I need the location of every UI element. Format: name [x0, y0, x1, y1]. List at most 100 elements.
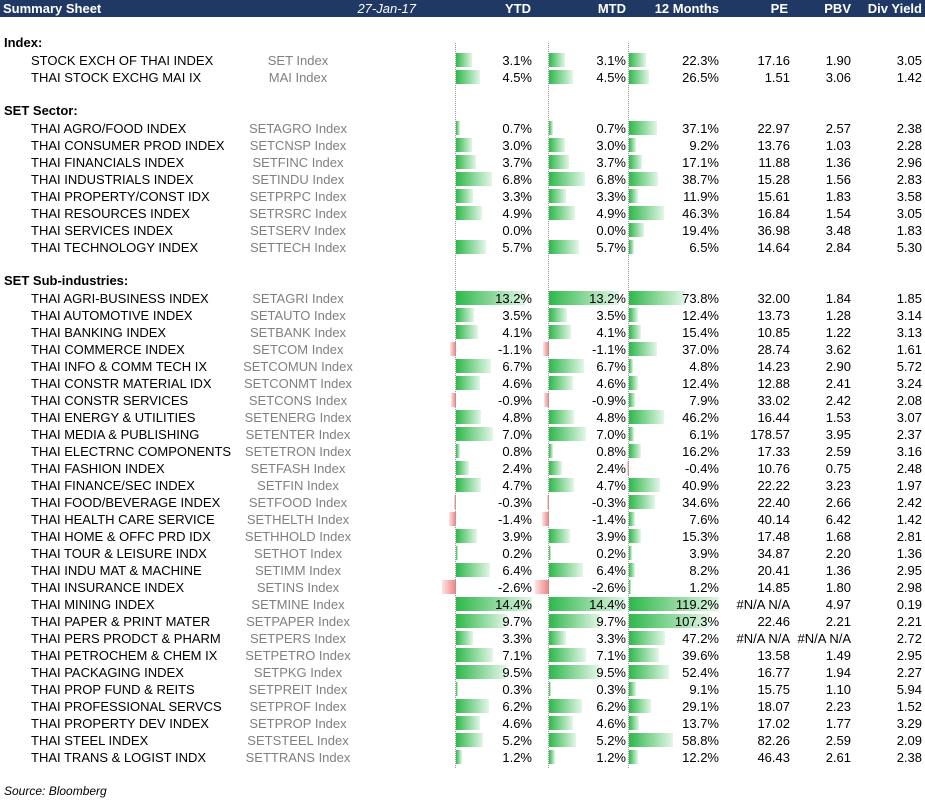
- mtd-bar: [549, 750, 555, 764]
- mtd-value: 0.7%: [596, 121, 626, 136]
- index-ticker: SETENERG Index: [244, 410, 352, 425]
- m12-bar: [629, 172, 658, 186]
- index-name: THAI RESOURCES INDEX: [31, 206, 190, 221]
- ytd-value: 5.2%: [502, 733, 532, 748]
- m12-bar: [629, 512, 635, 526]
- pbv-value: 2.84: [825, 240, 851, 255]
- pe-value: 34.87: [757, 546, 790, 561]
- mtd-bar: [549, 631, 566, 645]
- mtd-value: 9.5%: [596, 665, 626, 680]
- ytd-bar: [456, 325, 478, 339]
- pe-value: 10.85: [757, 325, 790, 340]
- pbv-value: 1.77: [825, 716, 851, 731]
- pbv-value: 1.68: [825, 529, 851, 544]
- ytd-value: 6.2%: [502, 699, 532, 714]
- m12-bar: [629, 240, 634, 254]
- twelve-month-value: 13.7%: [682, 716, 719, 731]
- div-yield-value: 2.38: [896, 750, 922, 765]
- mtd-value: 4.6%: [596, 716, 626, 731]
- mtd-value: 13.2%: [589, 291, 626, 306]
- index-ticker: SETPKG Index: [253, 665, 343, 680]
- div-yield-value: 2.42: [896, 495, 922, 510]
- m12-bar: [629, 206, 664, 220]
- table-row: THAI INDU MAT & MACHINE SETIMM Index 6.4% 6…: [0, 562, 925, 579]
- pbv-value: 1.10: [825, 682, 851, 697]
- ytd-bar: [456, 461, 469, 475]
- ytd-value: 5.7%: [502, 240, 532, 255]
- pe-value: 17.48: [757, 529, 790, 544]
- m12-bar: [629, 529, 641, 543]
- ytd-bar: [456, 53, 472, 67]
- table-row: THAI PROP FUND & REITS SETPREIT Index 0.3%…: [0, 681, 925, 698]
- index-ticker: SETIMM Index: [255, 563, 341, 578]
- twelve-month-value: 3.9%: [689, 546, 719, 561]
- table-row: THAI ENERGY & UTILITIES SETENERG Index 4.8…: [0, 409, 925, 426]
- m12-bar: [629, 223, 644, 237]
- ytd-value: 1.2%: [502, 750, 532, 765]
- mtd-value: 6.4%: [596, 563, 626, 578]
- column-divider: [548, 43, 549, 768]
- pe-value: 22.97: [757, 121, 790, 136]
- column-divider: [628, 43, 629, 768]
- index-name: THAI HEALTH CARE SERVICE: [31, 512, 215, 527]
- index-name: THAI PETROCHEM & CHEM IX: [31, 648, 218, 663]
- pe-value: #N/A N/A: [736, 597, 790, 612]
- ytd-value: 2.4%: [502, 461, 532, 476]
- pbv-value: 2.42: [825, 393, 851, 408]
- pbv-value: 1.83: [825, 189, 851, 204]
- index-name: THAI AUTOMOTIVE INDEX: [31, 308, 193, 323]
- pe-value: 46.43: [757, 750, 790, 765]
- section-title: SET Sector:: [4, 103, 78, 118]
- div-yield-value: 2.37: [896, 427, 922, 442]
- index-name: THAI INSURANCE INDEX: [31, 580, 185, 595]
- m12-bar: [629, 359, 633, 373]
- ytd-bar: [456, 716, 480, 730]
- index-ticker: SETCOMUN Index: [243, 359, 353, 374]
- table-row: THAI BANKING INDEX SETBANK Index 4.1% 4.1% 1…: [0, 324, 925, 341]
- div-yield-value: 3.13: [896, 325, 922, 340]
- index-name: THAI PACKAGING INDEX: [31, 665, 184, 680]
- index-ticker: SETPROP Index: [249, 716, 347, 731]
- twelve-month-value: 17.1%: [682, 155, 719, 170]
- m12-bar: [629, 648, 659, 662]
- table-row: THAI CONSTR MATERIAL IDX SETCONMT Index 4.…: [0, 375, 925, 392]
- ytd-value: 4.7%: [502, 478, 532, 493]
- pe-value: #N/A N/A: [736, 631, 790, 646]
- ytd-bar: [456, 478, 481, 492]
- pe-value: 82.26: [757, 733, 790, 748]
- table-row: THAI SERVICES INDEX SETSERV Index 0.0% 0.0%…: [0, 222, 925, 239]
- index-ticker: SETHHOLD Index: [244, 529, 352, 544]
- ytd-bar: [456, 155, 476, 169]
- mtd-value: -0.9%: [592, 393, 626, 408]
- index-ticker: SETFINC Index: [252, 155, 344, 170]
- pe-value: 15.28: [757, 172, 790, 187]
- m12-bar: [629, 325, 641, 339]
- ytd-bar: [456, 291, 526, 305]
- pbv-value: 6.42: [825, 512, 851, 527]
- m12-bar: [629, 495, 655, 509]
- table-row: THAI HEALTH CARE SERVICE SETHELTH Index -1…: [0, 511, 925, 528]
- table-row: THAI TRANS & LOGIST INDX SETTRANS Index 1.…: [0, 749, 925, 766]
- m12-bar: [629, 376, 638, 390]
- index-ticker: SETFIN Index: [257, 478, 339, 493]
- mtd-value: 0.0%: [596, 223, 626, 238]
- index-ticker: SETFASH Index: [250, 461, 346, 476]
- m12-bar: [629, 70, 649, 84]
- div-yield-value: 2.08: [896, 393, 922, 408]
- ytd-value: 13.2%: [495, 291, 532, 306]
- twelve-month-value: 29.1%: [682, 699, 719, 714]
- twelve-month-value: 11.9%: [683, 189, 719, 204]
- pe-value: 10.76: [757, 461, 790, 476]
- ytd-value: 7.0%: [502, 427, 532, 442]
- pbv-value: 2.66: [825, 495, 851, 510]
- ytd-value: 6.4%: [502, 563, 532, 578]
- mtd-value: 7.0%: [596, 427, 626, 442]
- ytd-bar: [456, 240, 486, 254]
- m12-bar: [629, 189, 638, 203]
- pbv-value: 1.54: [825, 206, 851, 221]
- ytd-bar: [456, 682, 458, 696]
- pe-value: 33.02: [757, 393, 790, 408]
- m12-bar: [629, 716, 639, 730]
- twelve-month-value: 52.4%: [682, 665, 719, 680]
- twelve-month-value: 47.2%: [682, 631, 719, 646]
